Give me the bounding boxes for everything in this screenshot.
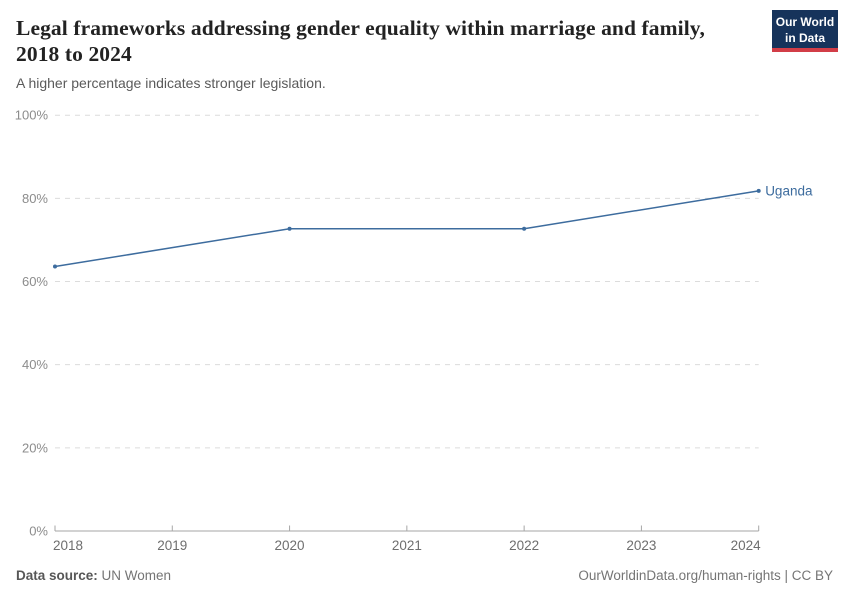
y-tick-label: 20% xyxy=(22,440,48,455)
x-tick-label: 2019 xyxy=(157,538,187,553)
attribution[interactable]: OurWorldinData.org/human-rights | CC BY xyxy=(578,568,833,583)
chart-footer: Data source: UN Women OurWorldinData.org… xyxy=(16,568,833,583)
y-tick-label: 80% xyxy=(22,191,48,206)
y-tick-label: 0% xyxy=(29,524,48,539)
data-point[interactable] xyxy=(287,226,292,231)
y-tick-label: 100% xyxy=(15,108,49,123)
owid-logo-line2: in Data xyxy=(784,31,825,45)
x-tick-label: 2020 xyxy=(275,538,305,553)
owid-logo-line1: Our World xyxy=(775,15,835,29)
x-tick-label: 2023 xyxy=(626,538,656,553)
data-point[interactable] xyxy=(53,264,57,269)
data-source: Data source: UN Women xyxy=(16,568,171,583)
data-source-label: Data source: xyxy=(16,568,98,583)
line-chart: 0% 20% 40% 60% 80% 100% 2018 2019 2020 2021 2022 20… xyxy=(15,108,813,553)
data-point[interactable] xyxy=(522,226,527,231)
chart-title: Legal frameworks addressing gender equal… xyxy=(16,16,705,66)
data-point[interactable] xyxy=(756,188,761,193)
series-line[interactable] xyxy=(54,190,760,268)
owid-logo: Our World in Data xyxy=(772,10,838,52)
entity-label[interactable]: Uganda xyxy=(765,183,813,198)
x-tick-label: 2022 xyxy=(509,538,539,553)
x-tick-label: 2024 xyxy=(731,538,762,553)
data-source-value: UN Women xyxy=(97,568,172,583)
chart-subtitle: A higher percentage indicates stronger l… xyxy=(16,75,326,91)
y-tick-label: 40% xyxy=(22,357,48,372)
y-tick-label: 60% xyxy=(22,274,48,289)
x-tick-label: 2021 xyxy=(392,538,422,553)
x-tick-label: 2018 xyxy=(53,538,83,553)
